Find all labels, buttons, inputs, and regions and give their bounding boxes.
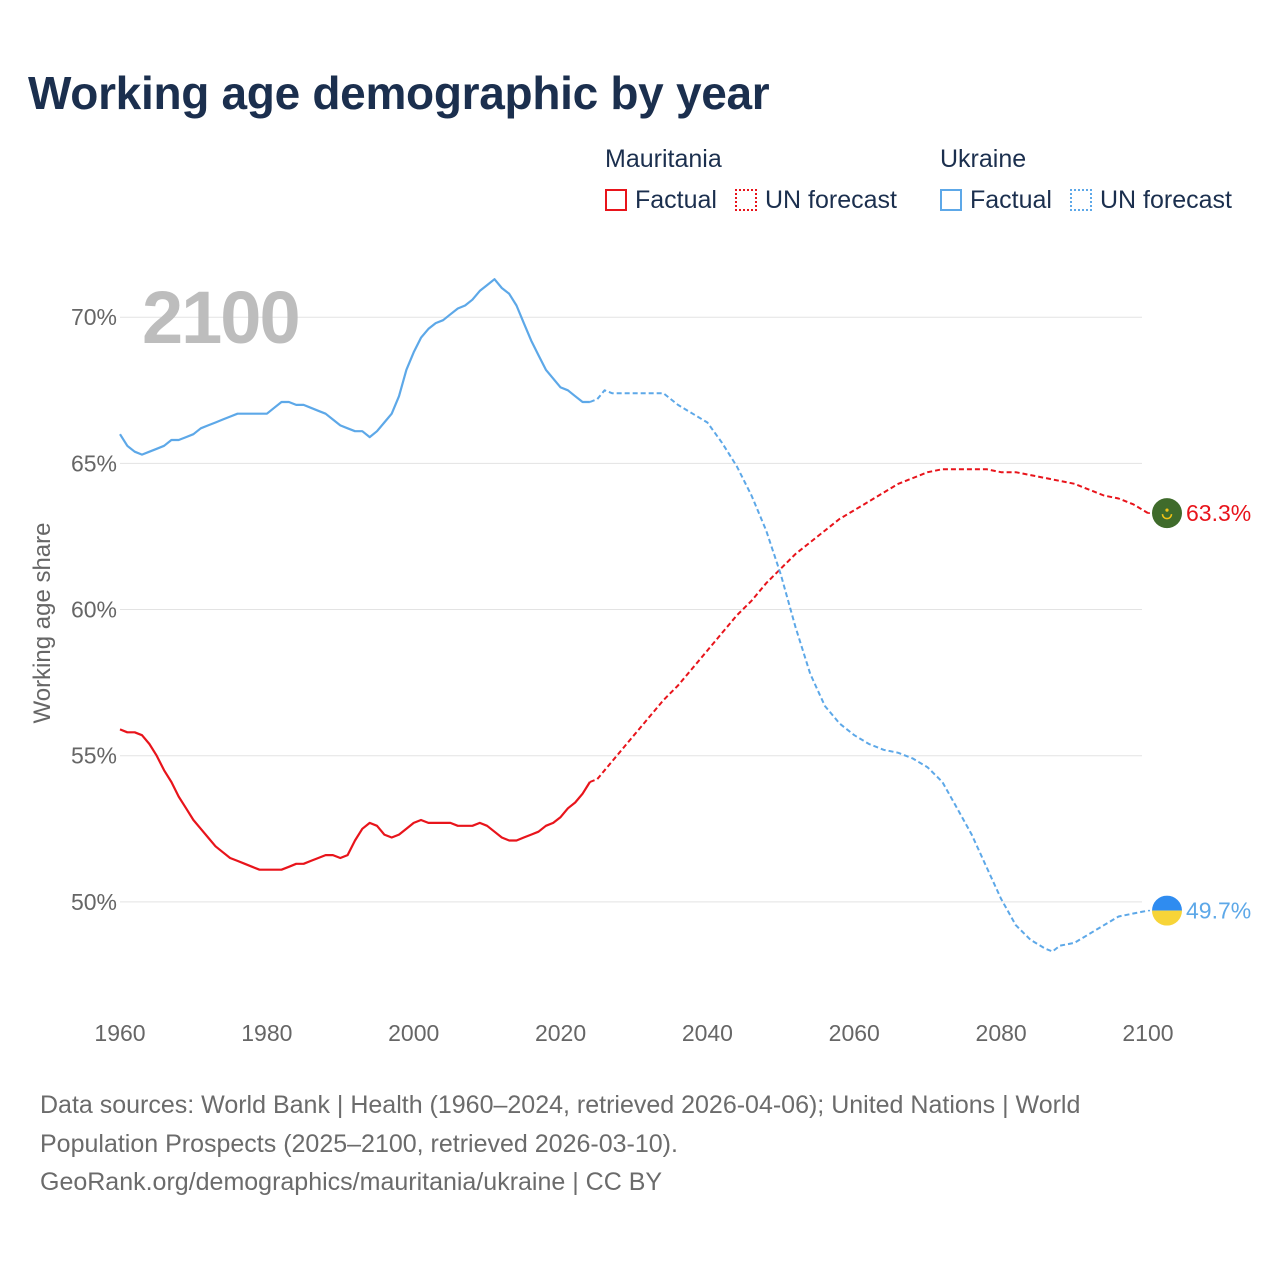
source-line-1: Data sources: World Bank | Health (1960–… [40,1091,1081,1119]
legend-label: Factual [970,186,1052,214]
legend-group-name: Mauritania [605,145,722,173]
series-line-ukraine-forecast [589,389,1149,953]
x-tick-label: 2080 [976,1020,1027,1046]
x-axis-ticks: 1960 1980 2000 2020 2040 2060 2080 2100 [94,1020,1173,1046]
source-line-3: GeoRank.org/demographics/mauritania/ukra… [40,1168,663,1196]
end-value-label-ukraine: 49.7% [1186,898,1251,924]
y-tick-label: 55% [71,743,117,769]
ukraine-flag-icon [1152,895,1182,926]
x-tick-label: 2100 [1122,1020,1173,1046]
x-tick-label: 1960 [94,1020,145,1046]
legend-item-ukraine-forecast[interactable]: UN forecast [1069,186,1232,214]
year-overlay: 2100 [142,276,299,359]
y-tick-label: 70% [71,304,117,330]
y-tick-label: 65% [71,450,117,476]
y-tick-label: 50% [71,889,117,915]
series-lines [119,278,1149,953]
mauritania-flag-icon [1152,498,1182,529]
y-axis-label: Working age share [29,523,56,724]
x-tick-label: 2060 [829,1020,880,1046]
series-line-mauritania-factual [119,728,591,871]
legend-item-mauritania-forecast[interactable]: UN forecast [734,186,897,214]
legend-item-ukraine-factual[interactable]: Factual [940,186,1052,214]
legend-swatch-dotted [1069,189,1092,211]
x-tick-label: 2000 [388,1020,439,1046]
legend-group-mauritania: Mauritania Factual UN forecast [605,144,915,214]
legend-swatch-solid [940,189,962,211]
gridlines [120,316,1142,903]
series-line-ukraine-factual [119,278,590,456]
legend-label: UN forecast [764,186,897,214]
legend-label: Factual [635,186,717,214]
series-line-mauritania-forecast [589,468,1149,783]
legend-item-mauritania-factual[interactable]: Factual [605,186,717,214]
end-markers: 63.3% 49.7% [1147,498,1251,926]
source-footer: Data sources: World Bank | Health (1960–… [40,1086,1240,1202]
legend-group-ukraine: Ukraine Factual UN forecast [940,144,1250,214]
y-tick-label: 60% [71,597,117,623]
legend-swatch-solid [605,189,627,211]
y-axis-ticks: 50% 55% 60% 65% 70% [71,304,117,915]
x-tick-label: 2040 [682,1020,733,1046]
source-line-2: Population Prospects (2025–2100, retriev… [40,1129,678,1158]
x-tick-label: 2020 [535,1020,586,1046]
line-chart: 2100 50% 55% 60% 65% 70% 1960 1980 2000 2020 204… [29,276,1251,1046]
legend-swatch-dotted [734,189,757,211]
end-value-label-mauritania: 63.3% [1186,500,1251,526]
legend-group-name: Ukraine [940,145,1027,173]
legend-label: UN forecast [1099,186,1232,214]
chart-title: Working age demographic by year [28,67,770,119]
x-tick-label: 1980 [241,1020,292,1046]
